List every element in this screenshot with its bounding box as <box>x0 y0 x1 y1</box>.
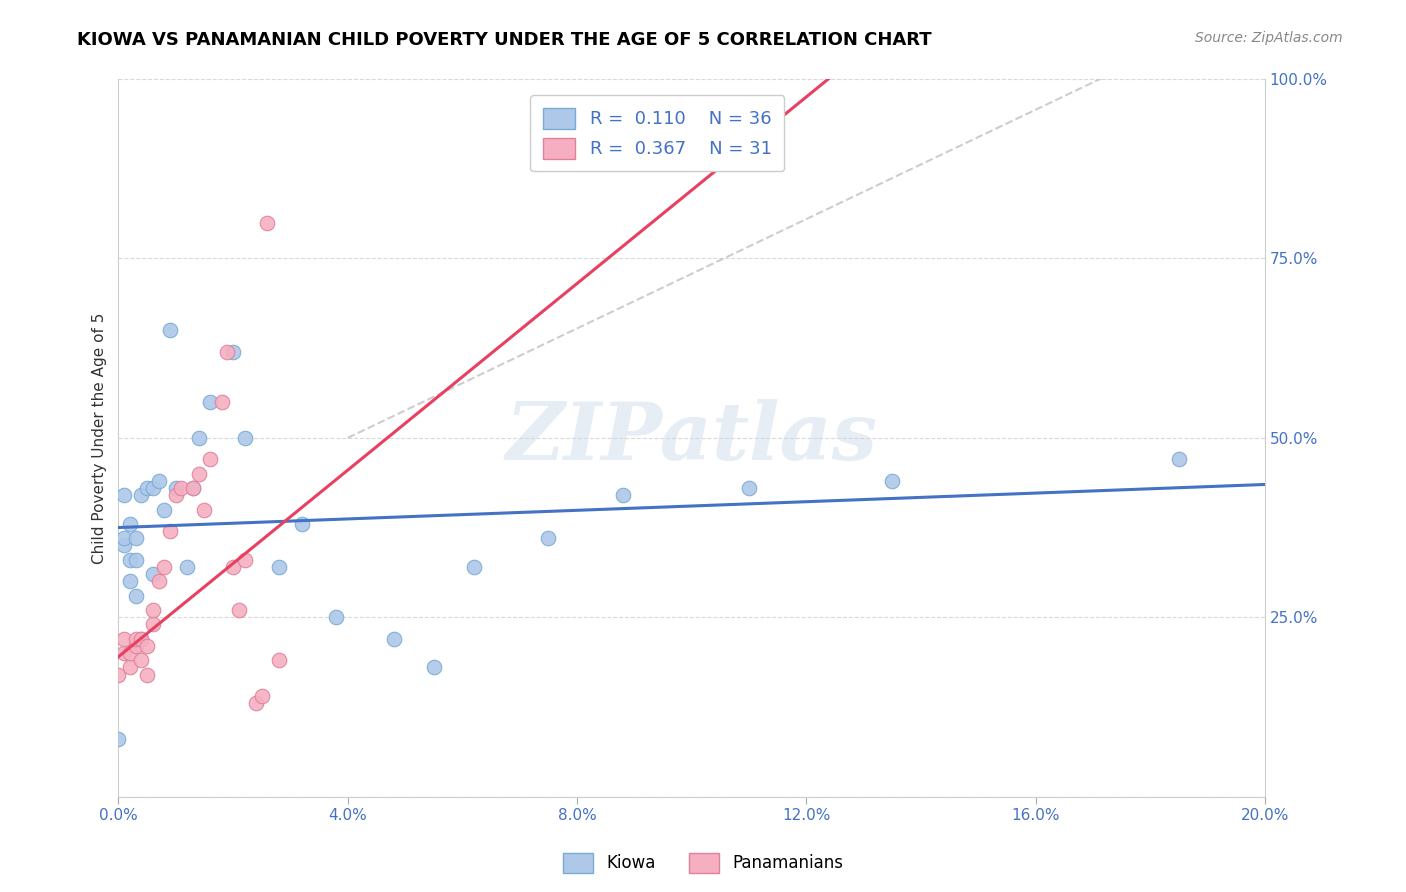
Point <box>124 639 146 653</box>
Point <box>124 553 146 567</box>
Point <box>187 431 209 445</box>
Point <box>198 452 221 467</box>
Point <box>267 560 290 574</box>
Point <box>131 632 153 646</box>
Point <box>228 603 250 617</box>
Point <box>107 667 129 681</box>
Point <box>118 646 141 660</box>
Point <box>181 481 204 495</box>
Point <box>118 553 141 567</box>
Point <box>267 653 290 667</box>
Point <box>1167 452 1189 467</box>
Point <box>193 502 215 516</box>
Point <box>211 395 233 409</box>
Point <box>136 639 159 653</box>
Point <box>131 488 153 502</box>
Point <box>217 344 239 359</box>
Point <box>222 344 245 359</box>
Point <box>142 617 165 632</box>
Point <box>112 646 135 660</box>
Point <box>882 474 904 488</box>
Y-axis label: Child Poverty Under the Age of 5: Child Poverty Under the Age of 5 <box>93 312 107 564</box>
Point <box>107 732 129 747</box>
Point <box>187 467 209 481</box>
Point <box>153 560 176 574</box>
Point <box>291 516 314 531</box>
Legend: Kiowa, Panamanians: Kiowa, Panamanians <box>557 847 849 880</box>
Point <box>463 560 485 574</box>
Point <box>170 481 193 495</box>
Point <box>148 574 170 589</box>
Point <box>738 481 761 495</box>
Point <box>153 502 176 516</box>
Point <box>222 560 245 574</box>
Point <box>124 589 146 603</box>
Point <box>250 689 273 703</box>
Point <box>112 531 135 545</box>
Point <box>112 539 135 553</box>
Point <box>165 488 187 502</box>
Point <box>112 488 135 502</box>
Point <box>124 531 146 545</box>
Point <box>537 531 560 545</box>
Point <box>124 632 146 646</box>
Point <box>382 632 405 646</box>
Point <box>148 474 170 488</box>
Text: ZIPatlas: ZIPatlas <box>506 399 877 476</box>
Point <box>159 524 181 538</box>
Point <box>136 667 159 681</box>
Text: Source: ZipAtlas.com: Source: ZipAtlas.com <box>1195 31 1343 45</box>
Point <box>159 323 181 337</box>
Point <box>198 395 221 409</box>
Point <box>233 431 256 445</box>
Text: KIOWA VS PANAMANIAN CHILD POVERTY UNDER THE AGE OF 5 CORRELATION CHART: KIOWA VS PANAMANIAN CHILD POVERTY UNDER … <box>77 31 932 49</box>
Point <box>142 481 165 495</box>
Point <box>112 632 135 646</box>
Point <box>131 653 153 667</box>
Point <box>233 553 256 567</box>
Point <box>256 215 278 229</box>
Point <box>136 481 159 495</box>
Point <box>142 567 165 582</box>
Point <box>181 481 204 495</box>
Point <box>131 632 153 646</box>
Point <box>176 560 198 574</box>
Point <box>118 660 141 674</box>
Point <box>118 574 141 589</box>
Point <box>422 660 444 674</box>
Point <box>165 481 187 495</box>
Legend: R =  0.110    N = 36, R =  0.367    N = 31: R = 0.110 N = 36, R = 0.367 N = 31 <box>530 95 785 171</box>
Point <box>245 697 267 711</box>
Point <box>118 516 141 531</box>
Point <box>612 488 634 502</box>
Point <box>325 610 347 624</box>
Point <box>142 603 165 617</box>
